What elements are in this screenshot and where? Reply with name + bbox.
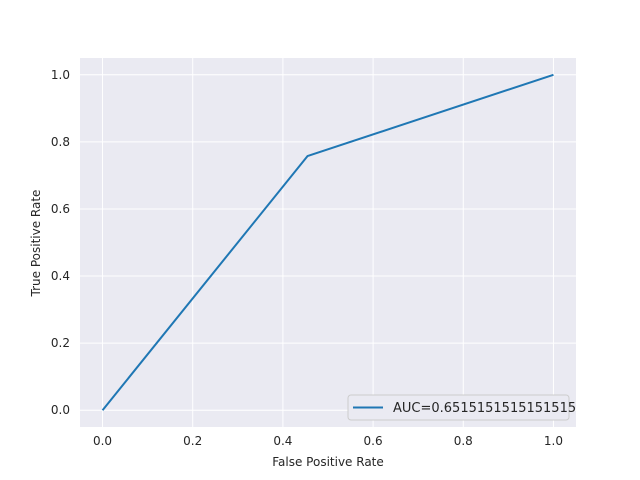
y-tick-label: 0.6	[51, 202, 70, 216]
y-tick-label: 0.2	[51, 336, 70, 350]
plot-area	[80, 58, 576, 427]
x-axis-label: False Positive Rate	[272, 455, 384, 469]
y-tick-label: 1.0	[51, 68, 70, 82]
legend-box	[347, 394, 570, 421]
grid-lines	[80, 58, 576, 427]
y-tick-labels: 0.0 0.2 0.4 0.6 0.8 1.0	[51, 68, 70, 417]
legend: AUC=0.6515151515151515	[347, 394, 576, 421]
x-tick-label: 0.2	[183, 434, 202, 448]
x-tick-label: 0.0	[93, 434, 112, 448]
x-tick-label: 0.8	[454, 434, 473, 448]
y-tick-label: 0.0	[51, 403, 70, 417]
legend-label: AUC=0.6515151515151515	[393, 401, 576, 416]
x-tick-label: 0.6	[364, 434, 383, 448]
roc-curve-line	[101, 73, 554, 411]
y-tick-label: 0.4	[51, 269, 70, 283]
x-tick-label: 1.0	[544, 434, 563, 448]
series-layer	[101, 73, 554, 411]
x-tick-label: 0.4	[273, 434, 292, 448]
x-tick-labels: 0.0 0.2 0.4 0.6 0.8 1.0	[93, 434, 563, 448]
y-tick-label: 0.8	[51, 135, 70, 149]
y-axis-label: True Positive Rate	[29, 190, 43, 298]
